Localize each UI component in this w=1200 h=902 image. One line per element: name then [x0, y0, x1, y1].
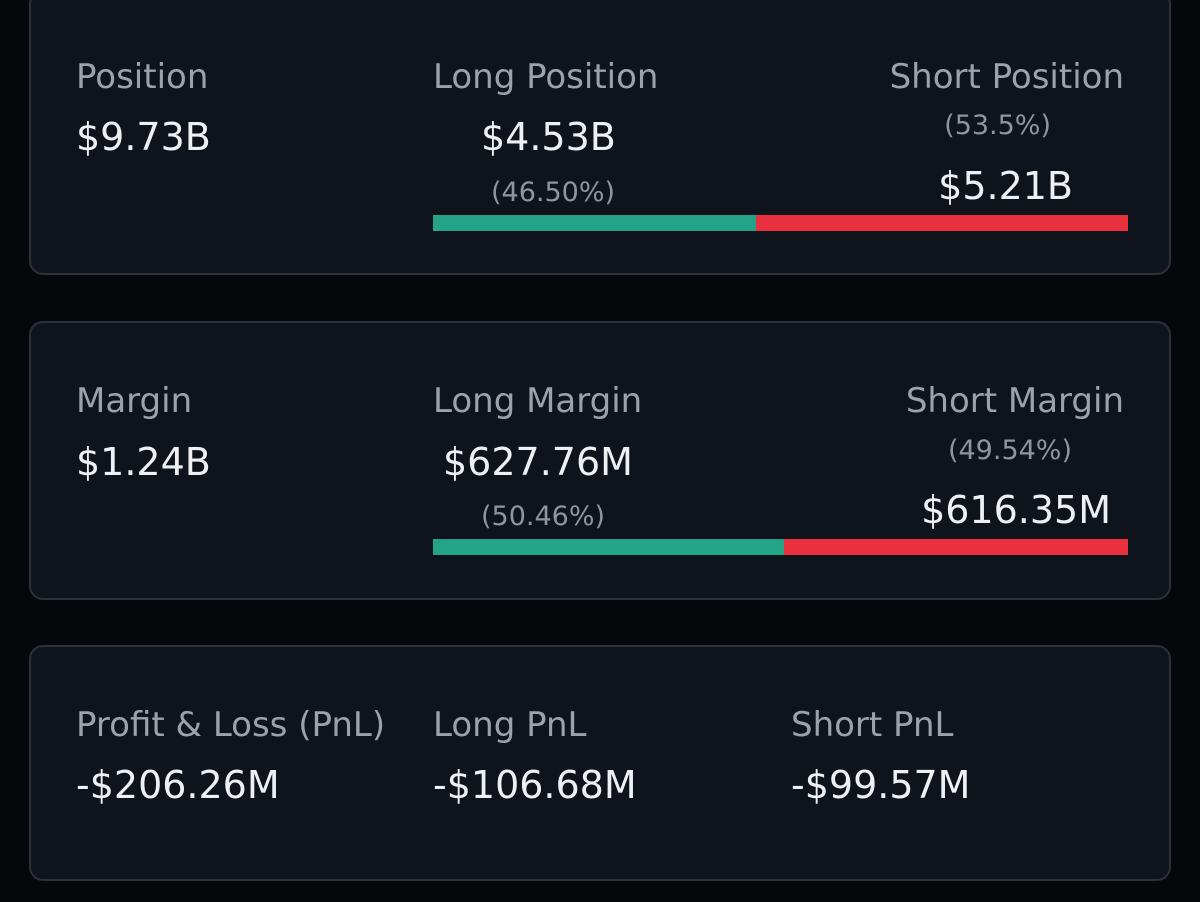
long-position-percent: (46.50%)	[491, 177, 616, 208]
position-card: Position $9.73B Long Position $4.53B (46…	[29, 0, 1171, 275]
position-ratio-bar	[433, 215, 1128, 231]
long-margin-percent: (50.46%)	[481, 501, 606, 532]
margin-ratio-bar	[433, 539, 1128, 555]
short-position-bar	[756, 215, 1128, 231]
margin-label: Margin	[76, 381, 193, 421]
short-position-label: Short Position	[889, 57, 1124, 97]
long-position-value: $4.53B	[481, 115, 616, 159]
short-margin-value: $616.35M	[921, 488, 1111, 532]
pnl-label: Profit & Loss (PnL)	[76, 705, 386, 745]
short-pnl-label: Short PnL	[791, 705, 954, 745]
margin-value: $1.24B	[76, 440, 211, 484]
long-position-label: Long Position	[433, 57, 659, 97]
long-margin-label: Long Margin	[433, 381, 643, 421]
pnl-value: -$206.26M	[76, 763, 280, 807]
long-margin-bar	[433, 539, 784, 555]
position-value: $9.73B	[76, 115, 211, 159]
long-position-bar	[433, 215, 757, 231]
short-position-value: $5.21B	[938, 164, 1073, 208]
short-margin-percent: (49.54%)	[947, 435, 1072, 466]
margin-card: Margin $1.24B Long Margin $627.76M (50.4…	[29, 321, 1171, 600]
long-margin-value: $627.76M	[443, 440, 633, 484]
short-position-percent: (53.5%)	[944, 110, 1051, 141]
short-margin-label: Short Margin	[905, 381, 1124, 421]
long-pnl-value: -$106.68M	[433, 763, 637, 807]
short-pnl-value: -$99.57M	[791, 763, 971, 807]
pnl-card: Profit & Loss (PnL) -$206.26M Long PnL -…	[29, 645, 1171, 881]
short-margin-bar	[783, 539, 1128, 555]
position-label: Position	[76, 57, 209, 97]
long-pnl-label: Long PnL	[433, 705, 587, 745]
